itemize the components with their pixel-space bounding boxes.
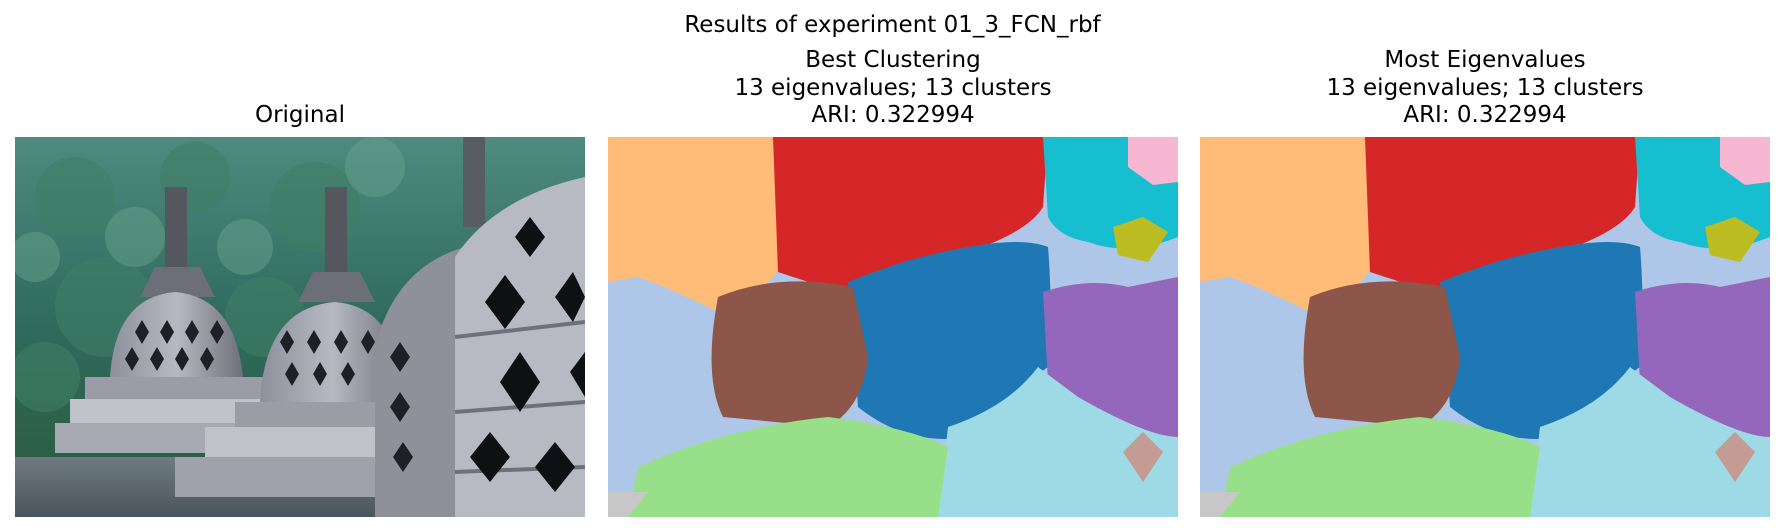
best-clustering-image <box>608 137 1178 517</box>
original-image <box>15 137 585 517</box>
stupa-photo <box>15 137 585 517</box>
figure-suptitle: Results of experiment 01_3_FCN_rbf <box>684 12 1101 38</box>
most-eigenvalues-image <box>1200 137 1770 517</box>
most-eigenvalues-panel-title: Most Eigenvalues 13 eigenvalues; 13 clus… <box>1326 47 1644 128</box>
segmentation-map <box>1200 137 1770 517</box>
best-clustering-panel-title: Best Clustering 13 eigenvalues; 13 clust… <box>734 47 1052 128</box>
original-panel-title: Original <box>254 102 345 128</box>
segmentation-map <box>608 137 1178 517</box>
